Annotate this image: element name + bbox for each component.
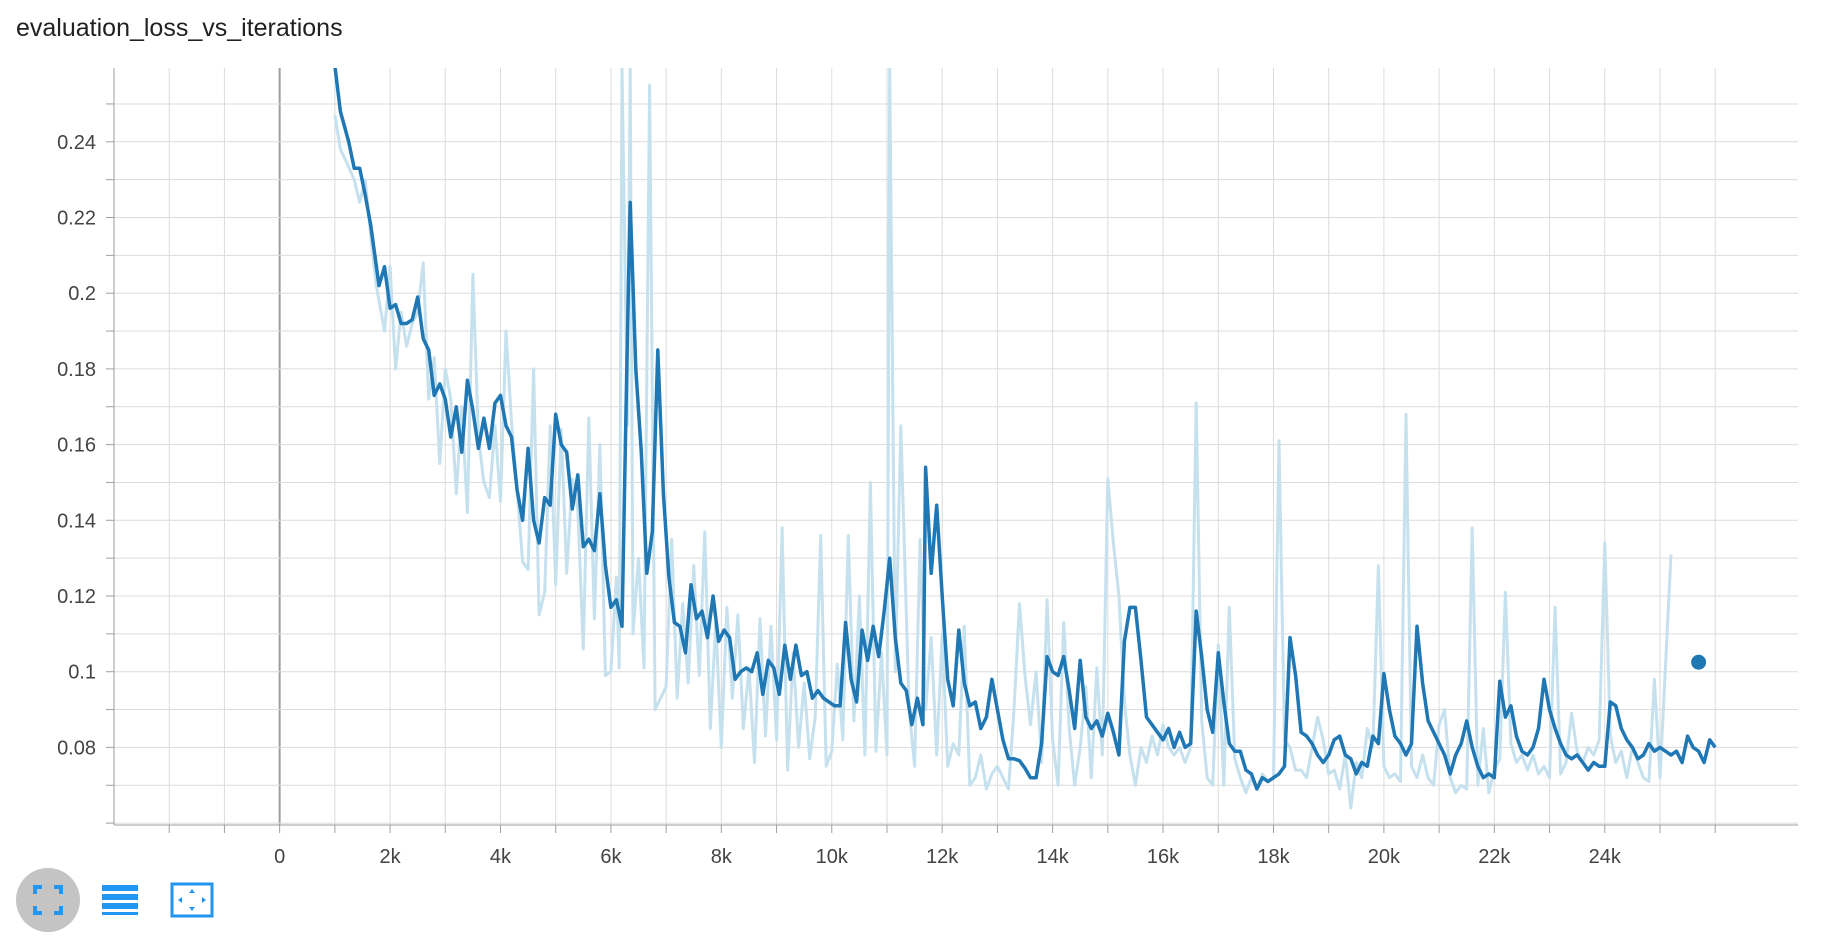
y-tick-label: 0.16 [57,435,96,457]
y-tick-label: 0.12 [57,586,96,608]
y-tick-label: 0.14 [57,510,96,532]
grid-layer [114,68,1798,825]
x-tick-label: 0 [274,846,285,868]
raw-series-line [333,68,1673,810]
list-icon [102,885,138,915]
x-tick-label: 18k [1257,846,1290,868]
axis-layer [106,68,1798,833]
chart-title: evaluation_loss_vs_iterations [16,14,343,42]
expand-icon [33,885,63,915]
x-tick-label: 24k [1589,846,1622,868]
x-tick-label: 6k [600,846,622,868]
y-tick-label: 0.24 [57,132,96,154]
x-tick-label: 8k [711,846,733,868]
expand-chart-button[interactable] [16,868,80,932]
y-tick-label: 0.08 [57,737,96,759]
fit-domain-icon [170,882,214,918]
y-tick-label: 0.2 [68,283,96,305]
fit-domain-button[interactable] [160,868,224,932]
x-tick-label: 22k [1478,846,1511,868]
y-tick-label: 0.18 [57,359,96,381]
y-tick-label: 0.1 [68,662,96,684]
series-layer [333,68,1717,810]
x-tick-label: 14k [1036,846,1069,868]
toggle-log-scale-button[interactable] [88,868,152,932]
last-value-marker [1691,654,1707,670]
x-tick-label: 10k [816,846,849,868]
x-tick-label: 2k [380,846,402,868]
x-tick-label: 20k [1368,846,1401,868]
x-tick-label: 4k [490,846,512,868]
y-tick-label: 0.22 [57,208,96,230]
x-tick-label: 12k [926,846,959,868]
smoothed-series-line [333,68,1717,791]
tick-labels: 0 2k 4k 6k 8k 10k 12k 14k 16k 18k 20k 22k 24k 0.08 0.1… [57,132,1622,868]
x-tick-label: 16k [1147,846,1180,868]
chart-toolbar [16,866,232,934]
